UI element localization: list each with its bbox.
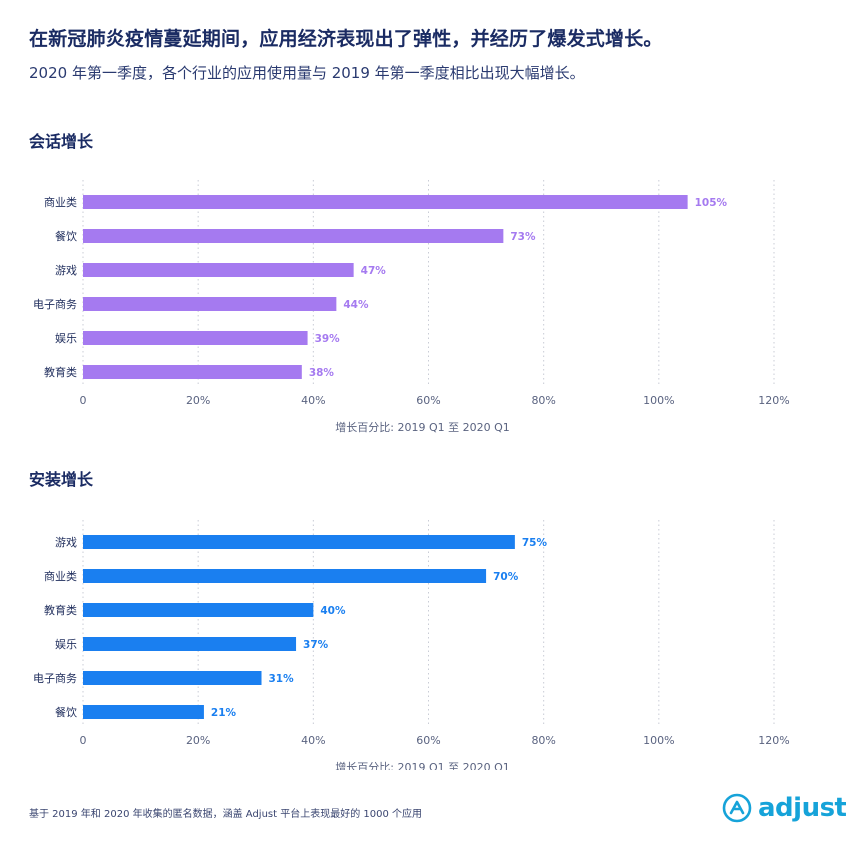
value-label: 40% xyxy=(320,605,346,617)
bar xyxy=(83,603,314,617)
x-axis-label: 增长百分比: 2019 Q1 至 2020 Q1 xyxy=(335,420,510,434)
page-title: 在新冠肺炎疫情蔓延期间，应用经济表现出了弹性，并经历了爆发式增长。 xyxy=(29,28,663,50)
bar xyxy=(83,535,515,549)
chart-title-installs: 安装增长 xyxy=(29,470,94,489)
category-label: 娱乐 xyxy=(55,331,77,345)
category-label: 餐饮 xyxy=(55,229,77,243)
x-tick-label: 40% xyxy=(301,394,325,407)
x-tick-label: 60% xyxy=(416,394,440,407)
x-tick-label: 20% xyxy=(186,734,210,747)
x-tick-label: 120% xyxy=(758,394,789,407)
category-label: 电子商务 xyxy=(33,297,77,311)
value-label: 75% xyxy=(522,537,548,549)
bar xyxy=(83,263,354,277)
adjust-logo: adjust xyxy=(722,793,846,823)
x-axis-label: 增长百分比: 2019 Q1 至 2020 Q1 xyxy=(335,760,510,770)
category-label: 电子商务 xyxy=(33,671,77,685)
x-tick-label: 20% xyxy=(186,394,210,407)
installs-growth-chart: 0 20% 40% 60% 80% 100% 120% 游戏 75% 商业类 70% 教育类 40% 娱乐… xyxy=(33,520,790,770)
value-label: 70% xyxy=(493,571,519,583)
bar xyxy=(83,365,302,379)
value-label: 105% xyxy=(695,197,728,209)
category-label: 教育类 xyxy=(44,365,77,379)
value-label: 44% xyxy=(343,299,369,311)
bar xyxy=(83,195,688,209)
category-label: 游戏 xyxy=(55,264,77,277)
value-label: 38% xyxy=(309,367,335,379)
bar xyxy=(83,705,204,719)
category-label: 商业类 xyxy=(44,569,77,583)
adjust-logo-text: adjust xyxy=(758,793,846,823)
value-label: 37% xyxy=(303,639,329,651)
category-label: 游戏 xyxy=(55,536,77,549)
category-label: 餐饮 xyxy=(55,705,77,719)
category-label: 教育类 xyxy=(44,603,77,617)
category-label: 商业类 xyxy=(44,195,77,209)
adjust-logo-icon xyxy=(722,793,752,823)
footer-note: 基于 2019 年和 2020 年收集的匿名数据，涵盖 Adjust 平台上表现… xyxy=(29,809,423,820)
bar xyxy=(83,297,337,311)
sessions-growth-chart: 0 20% 40% 60% 80% 100% 120% 商业类 105% 餐饮 73% 游戏 47% 电子… xyxy=(33,180,790,434)
value-label: 31% xyxy=(269,673,295,685)
x-tick-label: 120% xyxy=(758,734,789,747)
value-label: 21% xyxy=(211,707,237,719)
value-label: 73% xyxy=(510,231,536,243)
value-label: 39% xyxy=(315,333,341,345)
bar xyxy=(83,671,262,685)
x-tick-label: 0 xyxy=(80,734,87,747)
bar xyxy=(83,229,504,243)
bar xyxy=(83,331,308,345)
bar xyxy=(83,637,297,651)
x-tick-label: 100% xyxy=(643,394,674,407)
x-tick-label: 0 xyxy=(80,394,87,407)
chart-title-sessions: 会话增长 xyxy=(29,132,94,151)
category-label: 娱乐 xyxy=(55,637,77,651)
x-tick-label: 80% xyxy=(531,394,555,407)
page-subtitle: 2020 年第一季度，各个行业的应用使用量与 2019 年第一季度相比出现大幅增… xyxy=(29,64,585,82)
bar xyxy=(83,569,487,583)
x-tick-label: 60% xyxy=(416,734,440,747)
x-tick-label: 100% xyxy=(643,734,674,747)
value-label: 47% xyxy=(361,265,387,277)
x-tick-label: 40% xyxy=(301,734,325,747)
x-tick-label: 80% xyxy=(531,734,555,747)
